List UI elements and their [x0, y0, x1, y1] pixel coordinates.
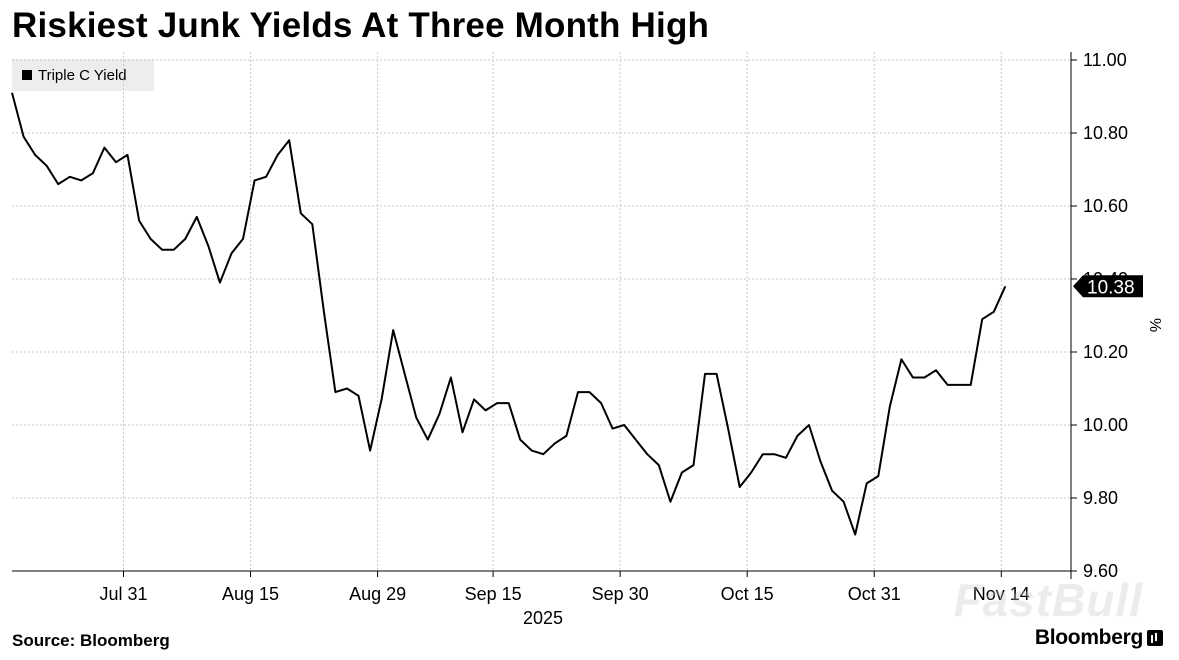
y-tick-label: 11.00 [1083, 50, 1127, 70]
y-tick-label: 10.00 [1083, 415, 1128, 435]
y-tick-label: 10.20 [1083, 342, 1128, 362]
x-tick-label: Sep 30 [592, 584, 649, 604]
x-axis: Jul 31 Aug 15 Aug 29 Sep 15 Sep 30 Oct 15 Oct … [12, 570, 1071, 628]
x-tick-label: Oct 31 [848, 584, 901, 604]
chart-title: Riskiest Junk Yields At Three Month High [12, 6, 710, 45]
y-tick-label: 10.60 [1083, 196, 1128, 216]
y-axis-unit-label: % [1146, 318, 1163, 332]
brand-logo: Bloomberg [1035, 626, 1163, 650]
x-tick-label: Aug 29 [349, 584, 406, 604]
brand-text: Bloomberg [1034, 626, 1143, 649]
x-tick-label: Oct 15 [721, 584, 774, 604]
last-value-callout [1073, 275, 1143, 298]
x-year-label: 2025 [523, 608, 563, 628]
y-tick-label: 9.80 [1083, 488, 1118, 508]
source-note: Source: Bloomberg [12, 631, 170, 650]
x-tick-label: Nov 14 [973, 584, 1030, 604]
bloomberg-icon [1147, 630, 1163, 646]
watermark-logo: FastBull [953, 574, 1143, 626]
last-value-label: 10.38 [1087, 277, 1135, 298]
legend-label: Triple C Yield [38, 66, 127, 84]
legend: Triple C Yield [12, 59, 154, 91]
x-tick-label: Jul 31 [99, 584, 147, 604]
y-tick-label: 10.80 [1083, 123, 1128, 143]
gridlines [12, 52, 1071, 572]
plot-area: 10.38 [11, 92, 1143, 536]
y-tick-label: 9.60 [1083, 561, 1118, 581]
legend-swatch [22, 70, 32, 80]
x-tick-label: Sep 15 [465, 584, 522, 604]
series-line-triple-c-yield [11, 92, 1007, 536]
x-tick-label: Aug 15 [222, 584, 279, 604]
